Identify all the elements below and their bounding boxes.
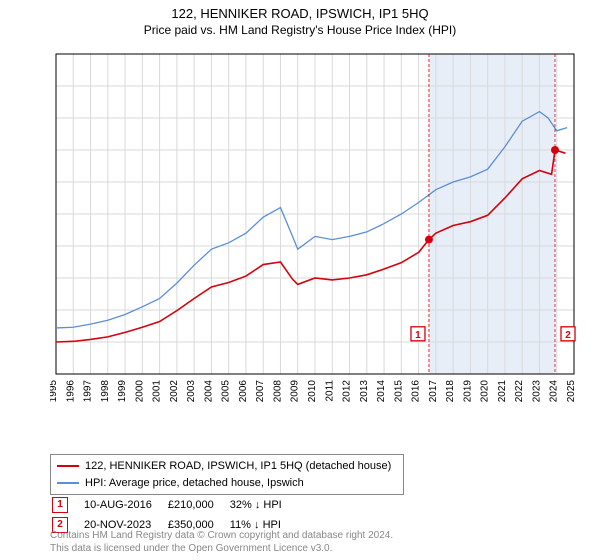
svg-text:1997: 1997	[83, 380, 94, 403]
svg-text:2014: 2014	[376, 380, 387, 403]
table-row: 1 10-AUG-2016 £210,000 32% ↓ HPI	[52, 496, 296, 514]
svg-text:2001: 2001	[152, 380, 163, 403]
svg-text:2: 2	[565, 330, 571, 341]
legend-label-price-paid: 122, HENNIKER ROAD, IPSWICH, IP1 5HQ (de…	[85, 458, 391, 475]
svg-text:2002: 2002	[169, 380, 180, 403]
svg-text:1995: 1995	[50, 380, 59, 403]
svg-text:2016: 2016	[411, 380, 422, 403]
svg-text:2006: 2006	[238, 380, 249, 403]
svg-text:1999: 1999	[117, 380, 128, 403]
svg-text:2004: 2004	[203, 380, 214, 403]
svg-text:1996: 1996	[65, 380, 76, 403]
svg-text:2000: 2000	[134, 380, 145, 403]
txn-price: £210,000	[168, 496, 228, 514]
svg-text:2024: 2024	[549, 380, 560, 403]
svg-text:2003: 2003	[186, 380, 197, 403]
svg-text:2025: 2025	[566, 380, 577, 403]
chart-plot-area: £0£50K£100K£150K£200K£250K£300K£350K£400…	[50, 48, 580, 418]
attribution-line1: Contains HM Land Registry data © Crown c…	[50, 530, 393, 543]
marker-badge-1: 1	[52, 497, 68, 513]
svg-text:2011: 2011	[324, 380, 335, 402]
svg-text:2008: 2008	[272, 380, 283, 403]
legend-row-hpi: HPI: Average price, detached house, Ipsw…	[57, 475, 397, 492]
svg-text:2021: 2021	[497, 380, 508, 403]
legend-box: 122, HENNIKER ROAD, IPSWICH, IP1 5HQ (de…	[50, 454, 404, 495]
svg-text:2023: 2023	[531, 380, 542, 403]
svg-text:2012: 2012	[342, 380, 353, 403]
legend-swatch-price-paid	[57, 465, 79, 467]
svg-text:2005: 2005	[221, 380, 232, 403]
svg-text:2017: 2017	[428, 380, 439, 403]
chart-svg: £0£50K£100K£150K£200K£250K£300K£350K£400…	[50, 48, 580, 418]
svg-text:1: 1	[415, 330, 421, 341]
legend-swatch-hpi	[57, 482, 79, 484]
attribution-text: Contains HM Land Registry data © Crown c…	[50, 530, 393, 555]
txn-delta: 32% ↓ HPI	[230, 496, 296, 514]
txn-date: 10-AUG-2016	[84, 496, 166, 514]
svg-text:2019: 2019	[462, 380, 473, 403]
legend-row-price-paid: 122, HENNIKER ROAD, IPSWICH, IP1 5HQ (de…	[57, 458, 397, 475]
attribution-line2: This data is licensed under the Open Gov…	[50, 543, 393, 556]
svg-text:2010: 2010	[307, 380, 318, 403]
svg-text:2015: 2015	[393, 380, 404, 403]
svg-text:2022: 2022	[514, 380, 525, 403]
svg-text:1998: 1998	[100, 380, 111, 403]
legend-label-hpi: HPI: Average price, detached house, Ipsw…	[85, 475, 304, 492]
svg-text:2009: 2009	[290, 380, 301, 403]
svg-text:2020: 2020	[480, 380, 491, 403]
chart-subtitle: Price paid vs. HM Land Registry's House …	[0, 21, 600, 37]
svg-text:2018: 2018	[445, 380, 456, 403]
svg-text:2007: 2007	[255, 380, 266, 403]
chart-title: 122, HENNIKER ROAD, IPSWICH, IP1 5HQ	[0, 0, 600, 21]
svg-text:2013: 2013	[359, 380, 370, 403]
